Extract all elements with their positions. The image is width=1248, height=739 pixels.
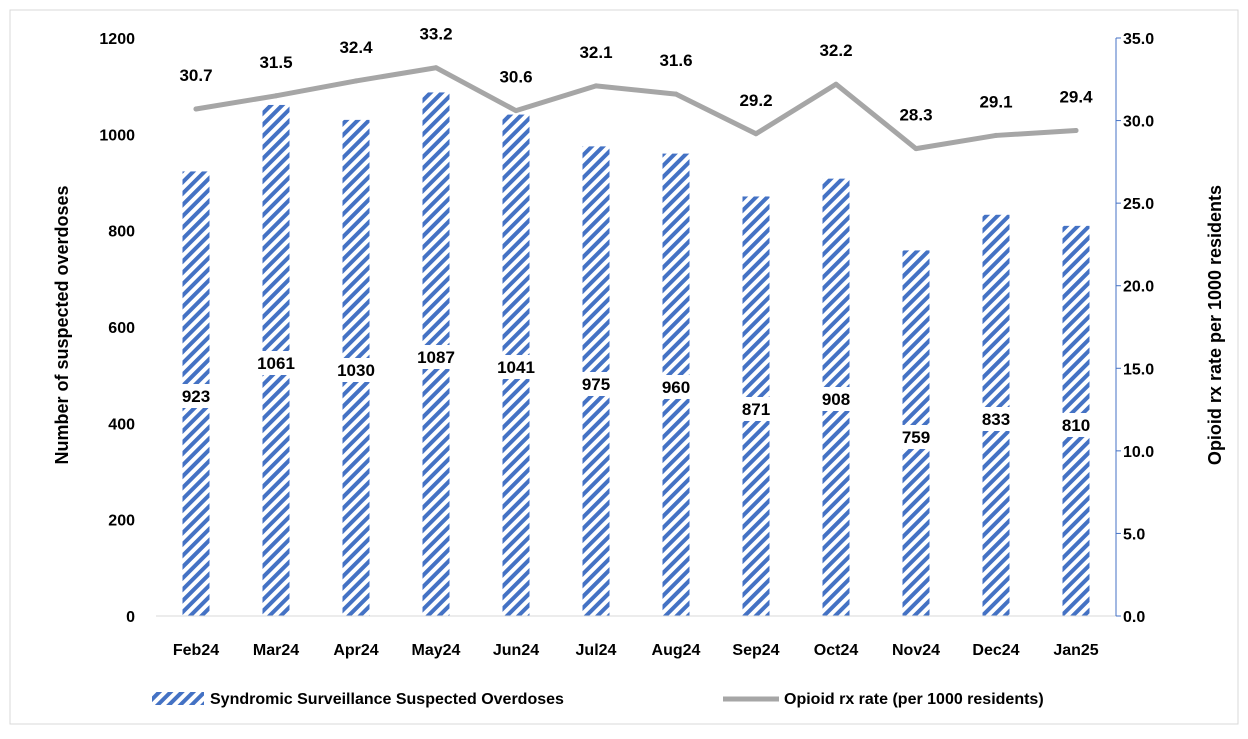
line-point bbox=[433, 65, 439, 71]
line-opioid-rx-rate bbox=[193, 65, 1079, 152]
y-tick-left-label: 1200 bbox=[99, 31, 135, 48]
line-data-label: 30.7 bbox=[179, 66, 212, 85]
bar-label-bg bbox=[1058, 413, 1094, 437]
line-point bbox=[753, 131, 759, 137]
line-point bbox=[833, 81, 839, 87]
y-tick-right-label: 20.0 bbox=[1123, 279, 1154, 296]
x-tick-label: Mar24 bbox=[253, 642, 299, 659]
x-tick-label: Jul24 bbox=[576, 642, 617, 659]
line-point bbox=[193, 106, 199, 112]
bar-label-bg bbox=[178, 384, 214, 408]
x-tick-label: Aug24 bbox=[652, 642, 701, 659]
line-point bbox=[913, 146, 919, 152]
bar-data-label: 759 bbox=[902, 428, 930, 447]
line-point bbox=[273, 93, 279, 99]
bar-data-label: 960 bbox=[662, 378, 690, 397]
bar-label-bg bbox=[818, 387, 854, 411]
axes-layer: 0 200 400 600 800 1000 1200 0.0 5.0 10.0 15.0 20.0 2… bbox=[99, 31, 1154, 659]
line-data-label: 32.2 bbox=[819, 41, 852, 60]
bar-data-label: 1061 bbox=[257, 354, 295, 373]
line-data-label: 30.6 bbox=[499, 68, 532, 87]
chart-border bbox=[9, 9, 1239, 725]
line-point bbox=[353, 78, 359, 84]
line-point bbox=[513, 108, 519, 114]
y-tick-right-label: 25.0 bbox=[1123, 196, 1154, 213]
line-data-label: 33.2 bbox=[419, 25, 452, 44]
bar-data-label: 923 bbox=[182, 387, 210, 406]
line-data-label: 31.6 bbox=[659, 51, 692, 70]
x-tick-label: Jun24 bbox=[493, 642, 539, 659]
bars-layer bbox=[182, 92, 1090, 617]
bar-label-bg bbox=[578, 372, 614, 396]
x-tick-label: Nov24 bbox=[892, 642, 940, 659]
y-axis-right-title: Opioid rx rate per 1000 residents bbox=[1205, 185, 1225, 465]
x-tick-label: Jan25 bbox=[1053, 642, 1098, 659]
x-tick-label: Apr24 bbox=[333, 642, 378, 659]
bar-data-label: 908 bbox=[822, 390, 850, 409]
legend: Syndromic Surveillance Suspected Overdos… bbox=[152, 691, 1044, 708]
x-tick-label: Dec24 bbox=[972, 642, 1019, 659]
y-tick-right-label: 30.0 bbox=[1123, 114, 1154, 131]
bar-label-bg bbox=[738, 397, 774, 421]
bar-label-bg bbox=[333, 358, 379, 382]
y-tick-left-label: 600 bbox=[108, 320, 135, 337]
bar-label-bg bbox=[978, 407, 1014, 431]
y-tick-right-label: 10.0 bbox=[1123, 444, 1154, 461]
bar-label-bg bbox=[898, 425, 934, 449]
x-tick-label: Oct24 bbox=[814, 642, 859, 659]
line-point bbox=[993, 132, 999, 138]
labels-layer: 30.7 31.5 32.4 33.2 30.6 32.1 31.6 29.2 32.2 28.3… bbox=[178, 25, 1094, 449]
bar-data-label: 871 bbox=[742, 400, 770, 419]
bar-data-label: 833 bbox=[982, 410, 1010, 429]
y-tick-left-label: 400 bbox=[108, 416, 135, 433]
bar-data-label: 975 bbox=[582, 375, 610, 394]
line-data-label: 32.4 bbox=[339, 38, 373, 57]
bar-label-bg bbox=[493, 355, 539, 379]
bar-label-bg bbox=[658, 375, 694, 399]
bar-data-label: 1041 bbox=[497, 358, 535, 377]
y-tick-left-label: 200 bbox=[108, 513, 135, 530]
bar-data-label: 1087 bbox=[417, 348, 455, 367]
line-data-label: 28.3 bbox=[899, 106, 932, 125]
bar-data-label: 1030 bbox=[337, 361, 375, 380]
y-tick-right-label: 0.0 bbox=[1123, 609, 1145, 626]
legend-label-line: Opioid rx rate (per 1000 residents) bbox=[784, 691, 1044, 708]
legend-swatch-bars bbox=[152, 692, 204, 705]
line-data-label: 29.4 bbox=[1059, 87, 1093, 106]
line-point bbox=[593, 83, 599, 89]
line-layer bbox=[193, 65, 1079, 152]
line-point bbox=[1073, 127, 1079, 133]
x-tick-label: Feb24 bbox=[173, 642, 219, 659]
line-data-label: 29.2 bbox=[739, 91, 772, 110]
x-tick-label: May24 bbox=[412, 642, 461, 659]
y-tick-right-label: 15.0 bbox=[1123, 361, 1154, 378]
bar-label-bg bbox=[413, 345, 459, 369]
y-tick-left-label: 0 bbox=[126, 609, 135, 626]
bar-label-bg bbox=[253, 351, 299, 375]
y-tick-left-label: 1000 bbox=[99, 127, 135, 144]
line-data-label: 32.1 bbox=[579, 43, 612, 62]
x-tick-label: Sep24 bbox=[732, 642, 779, 659]
line-data-label: 31.5 bbox=[259, 53, 292, 72]
bar-data-label: 810 bbox=[1062, 416, 1090, 435]
y-axis-left-title: Number of suspected overdoses bbox=[52, 185, 72, 464]
y-tick-right-label: 5.0 bbox=[1123, 526, 1145, 543]
y-tick-left-label: 800 bbox=[108, 224, 135, 241]
line-data-label: 29.1 bbox=[979, 92, 1012, 111]
legend-label-bars: Syndromic Surveillance Suspected Overdos… bbox=[210, 691, 564, 708]
line-point bbox=[673, 91, 679, 97]
y-tick-right-label: 35.0 bbox=[1123, 31, 1154, 48]
